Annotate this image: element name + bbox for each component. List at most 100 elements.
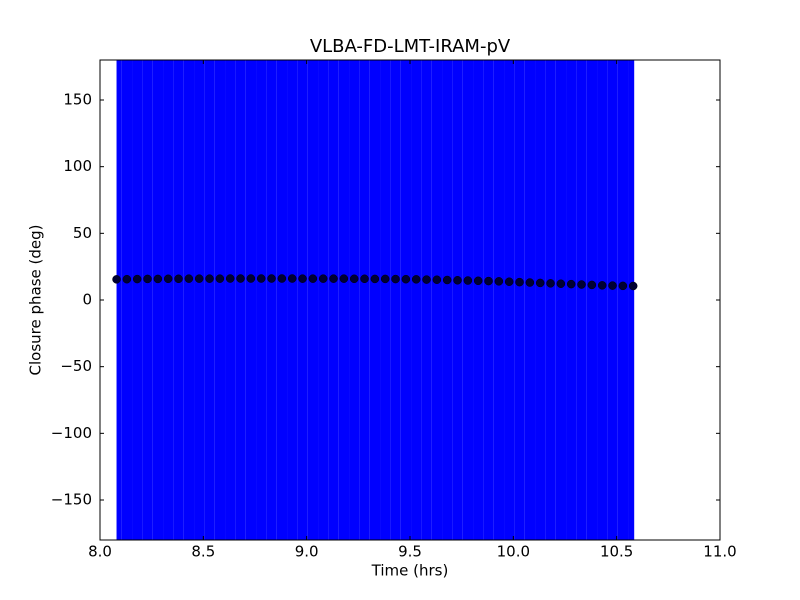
error-bar: [400, 60, 412, 540]
y-tick-label: 0: [82, 291, 92, 309]
y-tick-label: 150: [63, 91, 92, 109]
error-bar: [276, 60, 288, 540]
data-point: [287, 274, 297, 283]
x-tick-label: 10.5: [600, 543, 633, 561]
error-bar: [338, 60, 350, 540]
x-tick-label: 8.5: [191, 543, 215, 561]
data-point: [546, 279, 555, 288]
data-point: [370, 274, 380, 284]
data-point: [484, 276, 493, 286]
data-point: [163, 274, 173, 284]
error-bar: [214, 60, 226, 540]
error-bar: [390, 60, 401, 540]
data-point: [174, 274, 183, 284]
error-bar: [576, 60, 587, 540]
data-point: [329, 274, 338, 283]
error-bar: [359, 60, 370, 540]
data-point: [184, 274, 194, 283]
error-bar: [142, 60, 153, 540]
error-bar: [380, 60, 391, 540]
data-point: [236, 274, 245, 283]
data-point: [349, 274, 359, 284]
data-point: [380, 274, 390, 284]
chart-title: VLBA-FD-LMT-IRAM-pV: [310, 36, 511, 57]
error-bar: [369, 60, 381, 540]
y-axis-label: Closure phase (deg): [27, 225, 45, 376]
error-bar: [307, 60, 319, 540]
error-bar: [597, 60, 608, 540]
data-point: [360, 274, 369, 284]
error-bar: [225, 60, 236, 540]
y-tick-label: 100: [63, 157, 92, 175]
data-point: [132, 274, 142, 284]
data-point: [432, 275, 442, 284]
y-tick-label: −50: [60, 357, 92, 375]
data-point: [308, 274, 318, 283]
data-point: [391, 274, 400, 284]
error-bar: [183, 60, 195, 540]
error-bar: [566, 60, 577, 540]
x-axis-label: Time (hrs): [371, 562, 449, 580]
error-bar: [163, 60, 174, 540]
error-bar: [245, 60, 257, 540]
error-bar: [442, 60, 453, 540]
data-point: [122, 274, 132, 284]
error-bar: [504, 60, 515, 540]
data-point: [453, 276, 462, 285]
data-point: [153, 274, 163, 284]
x-tick-label: 11.0: [703, 543, 736, 561]
error-bar: [328, 60, 339, 540]
error-bar: [411, 60, 422, 540]
error-bar: [483, 60, 494, 540]
error-bar: [121, 60, 133, 540]
data-point: [422, 275, 431, 284]
error-bar: [545, 60, 556, 540]
x-tick-label: 8.0: [88, 543, 112, 561]
data-point: [339, 274, 349, 283]
error-bar: [194, 60, 205, 540]
y-tick-label: −100: [51, 424, 92, 442]
data-point: [318, 274, 328, 283]
data-point: [401, 274, 411, 284]
data-point: [587, 280, 597, 290]
error-bar: [431, 60, 443, 540]
error-bar: [116, 60, 122, 540]
plot-area: [112, 60, 638, 540]
error-bar: [514, 60, 525, 540]
error-bar: [256, 60, 267, 540]
error-bar: [349, 60, 360, 540]
error-bar: [235, 60, 246, 540]
data-point: [442, 275, 452, 285]
data-point: [494, 277, 504, 286]
data-point: [112, 275, 121, 284]
data-point: [411, 275, 421, 284]
error-bar: [421, 60, 432, 540]
data-point: [215, 274, 225, 283]
error-bar: [607, 60, 618, 540]
x-tick-label: 9.0: [295, 543, 319, 561]
y-tick-label: −150: [51, 491, 92, 509]
data-point: [535, 278, 545, 288]
data-point: [463, 276, 473, 285]
error-bar: [204, 60, 215, 540]
error-bar: [524, 60, 536, 540]
error-bar: [555, 60, 567, 540]
error-bar: [132, 60, 143, 540]
data-point: [143, 274, 152, 284]
error-bar: [473, 60, 484, 540]
data-point: [225, 274, 235, 283]
error-bar: [617, 60, 629, 540]
error-bar: [586, 60, 598, 540]
data-point: [246, 274, 256, 283]
data-point: [556, 279, 566, 288]
error-bar: [297, 60, 308, 540]
error-bar: [628, 60, 635, 540]
error-bar: [462, 60, 474, 540]
error-bar: [535, 60, 546, 540]
data-point: [194, 274, 204, 283]
error-bar: [266, 60, 277, 540]
error-bar: [152, 60, 164, 540]
error-bar: [287, 60, 298, 540]
data-point: [608, 281, 617, 290]
